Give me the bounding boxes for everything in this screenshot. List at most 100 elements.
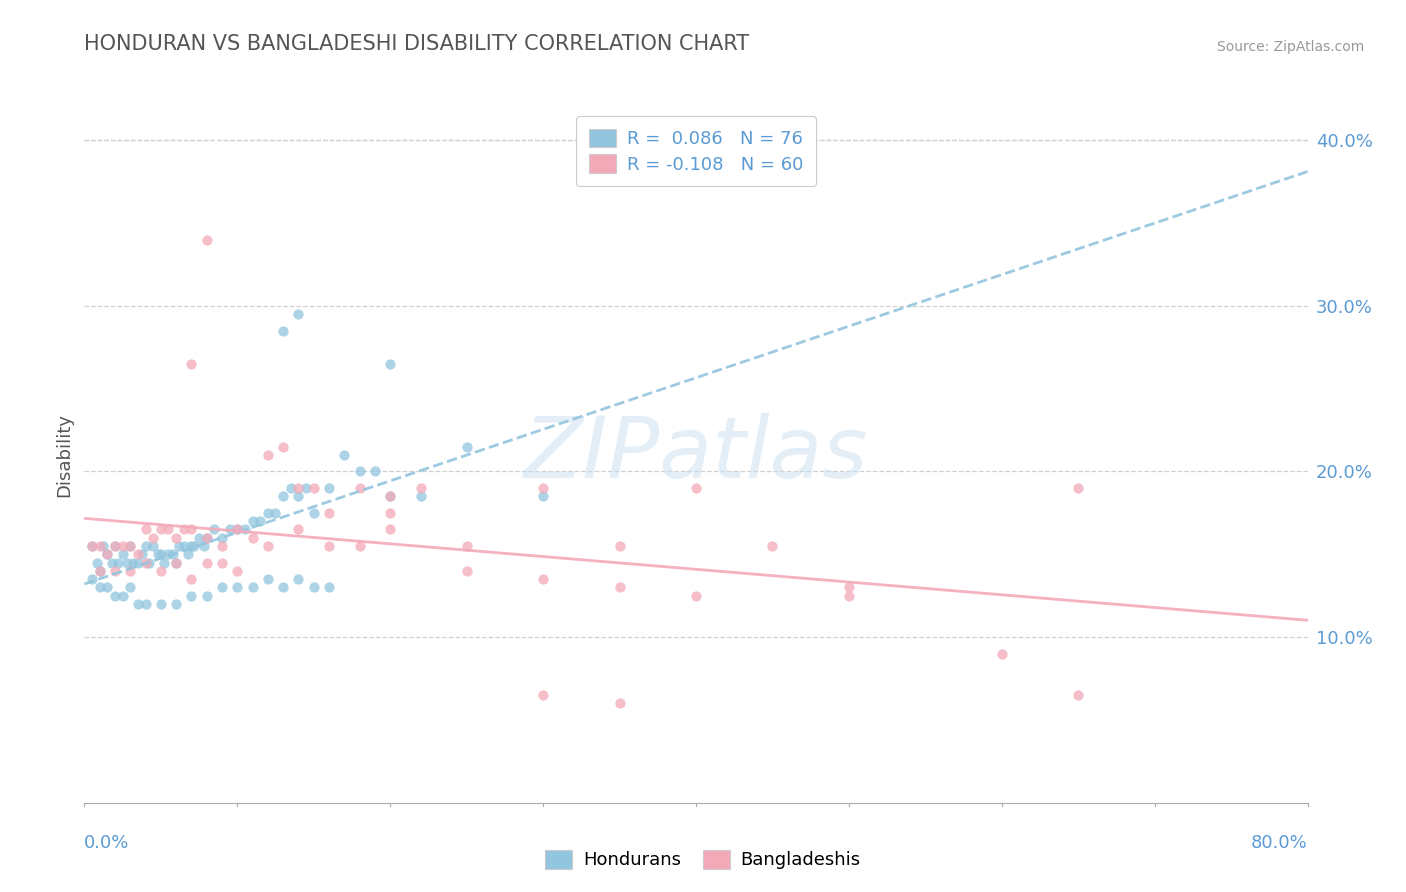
Point (264, 506, 287, 520)
Point (165, 531, 187, 545)
Point (162, 547, 184, 561)
Point (195, 531, 218, 545)
Point (349, 481, 371, 495)
Point (257, 506, 280, 520)
Point (104, 539, 127, 553)
Point (142, 531, 165, 545)
Point (211, 539, 233, 553)
Point (685, 589, 707, 603)
Point (180, 589, 202, 603)
Point (364, 465, 387, 479)
Point (180, 357, 202, 371)
Point (609, 581, 631, 595)
Point (456, 440, 478, 454)
Point (838, 589, 860, 603)
Text: 0.0%: 0.0% (84, 834, 129, 852)
Point (96, 581, 118, 595)
Point (165, 556, 187, 570)
Point (380, 489, 402, 503)
Point (131, 547, 153, 561)
Point (991, 647, 1014, 661)
Point (101, 556, 124, 570)
Point (1067, 688, 1090, 702)
Point (157, 523, 180, 537)
Point (249, 514, 271, 528)
Point (80, 539, 103, 553)
Text: Source: ZipAtlas.com: Source: ZipAtlas.com (1216, 39, 1364, 54)
Point (257, 448, 280, 462)
Point (146, 547, 169, 561)
Point (96, 547, 118, 561)
Point (685, 481, 707, 495)
Point (115, 556, 138, 570)
Point (456, 539, 478, 553)
Point (135, 539, 157, 553)
Point (380, 523, 402, 537)
Point (333, 448, 356, 462)
Point (127, 597, 149, 611)
Text: 80.0%: 80.0% (1251, 834, 1308, 852)
Point (318, 539, 340, 553)
Point (86, 556, 108, 570)
Point (120, 539, 142, 553)
Point (111, 539, 134, 553)
Point (271, 324, 294, 338)
Point (180, 539, 202, 553)
Point (80, 539, 103, 553)
Point (107, 556, 129, 570)
Point (89, 564, 111, 578)
Point (257, 572, 280, 586)
Text: HONDURAN VS BANGLADESHI DISABILITY CORRELATION CHART: HONDURAN VS BANGLADESHI DISABILITY CORRE… (84, 34, 749, 54)
Point (226, 581, 249, 595)
Point (195, 233, 218, 247)
Point (302, 581, 325, 595)
Point (257, 539, 280, 553)
Point (202, 523, 225, 537)
Point (122, 556, 145, 570)
Point (271, 489, 294, 503)
Point (104, 589, 127, 603)
Point (96, 547, 118, 561)
Point (302, 506, 325, 520)
Point (242, 581, 264, 595)
Point (173, 539, 195, 553)
Legend: Hondurans, Bangladeshis: Hondurans, Bangladeshis (536, 841, 870, 879)
Point (318, 481, 340, 495)
Point (380, 506, 402, 520)
Point (287, 307, 309, 321)
Point (226, 523, 249, 537)
Point (157, 547, 180, 561)
Legend: R =  0.086   N = 76, R = -0.108   N = 60: R = 0.086 N = 76, R = -0.108 N = 60 (576, 116, 815, 186)
Point (218, 523, 240, 537)
Point (295, 481, 318, 495)
Point (165, 556, 187, 570)
Point (409, 489, 432, 503)
Point (167, 539, 190, 553)
Y-axis label: Disability: Disability (55, 413, 73, 497)
Point (211, 531, 233, 545)
Point (318, 506, 340, 520)
Point (609, 697, 631, 711)
Point (233, 523, 256, 537)
Point (456, 564, 478, 578)
Point (89, 564, 111, 578)
Point (153, 556, 176, 570)
Point (280, 481, 302, 495)
Point (111, 589, 134, 603)
Point (104, 539, 127, 553)
Point (165, 597, 187, 611)
Point (188, 531, 211, 545)
Point (135, 597, 157, 611)
Point (302, 481, 325, 495)
Point (226, 564, 249, 578)
Point (177, 547, 200, 561)
Point (180, 572, 202, 586)
Point (195, 556, 218, 570)
Point (287, 572, 309, 586)
Point (120, 581, 142, 595)
Point (609, 539, 631, 553)
Point (111, 547, 134, 561)
Point (149, 523, 172, 537)
Point (226, 523, 249, 537)
Point (104, 564, 127, 578)
